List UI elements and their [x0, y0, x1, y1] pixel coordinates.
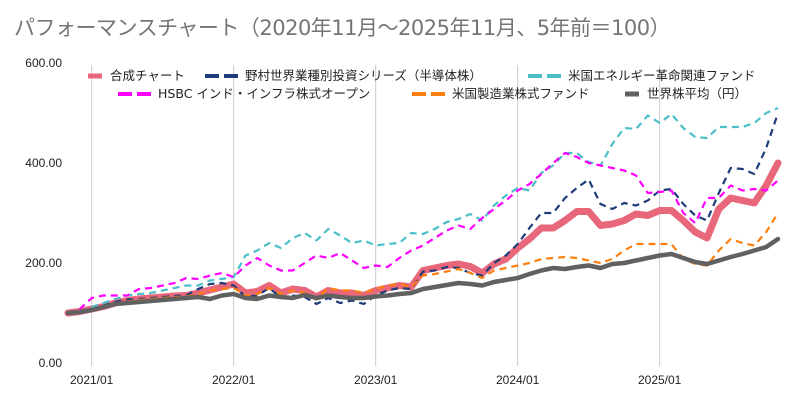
legend-item: HSBC インド・インフラ株式オープン: [118, 86, 370, 101]
x-tick-label: 2022/01: [212, 373, 256, 387]
series-lines: [64, 106, 782, 317]
series-line-4: [67, 212, 779, 315]
legend-item: 世界株平均（円）: [625, 86, 747, 101]
y-tick-label: 600.00: [25, 56, 62, 70]
series-line-2: [67, 106, 779, 315]
chart-title: パフォーマンスチャート（2020年11月〜2025年11月、5年前＝100）: [14, 16, 671, 40]
legend-item: 米国エネルギー革命関連ファンド: [528, 68, 756, 83]
legend-label: HSBC インド・インフラ株式オープン: [158, 86, 370, 101]
legend-label: 米国エネルギー革命関連ファンド: [568, 68, 756, 83]
y-axis: 0.00 200.00 400.00 600.00: [25, 56, 62, 370]
y-tick-label: 0.00: [39, 356, 63, 370]
series-line-5: [65, 236, 781, 316]
x-axis: 2021/01 2022/01 2023/01 2024/01 2025/01: [70, 373, 682, 387]
y-tick-label: 400.00: [25, 156, 62, 170]
legend: 合成チャート 野村世界業種別投資シリーズ（半導体株） 米国エネルギー革命関連ファンド…: [88, 68, 756, 101]
legend-label: 野村世界業種別投資シリーズ（半導体株）: [245, 68, 482, 83]
x-tick-label: 2023/01: [354, 373, 398, 387]
x-tick-label: 2024/01: [496, 373, 540, 387]
legend-label: 合成チャート: [110, 68, 185, 83]
gridlines: [91, 65, 661, 366]
x-tick-label: 2021/01: [70, 373, 114, 387]
series-line-3: [67, 151, 779, 315]
y-tick-label: 200.00: [25, 256, 62, 270]
x-tick-label: 2025/01: [638, 373, 682, 387]
legend-item: 米国製造業株式ファンド: [412, 86, 590, 101]
legend-item: 合成チャート: [88, 68, 185, 83]
legend-item: 野村世界業種別投資シリーズ（半導体株）: [205, 68, 482, 83]
legend-label: 米国製造業株式ファンド: [452, 86, 590, 101]
legend-label: 世界株平均（円）: [647, 86, 747, 101]
